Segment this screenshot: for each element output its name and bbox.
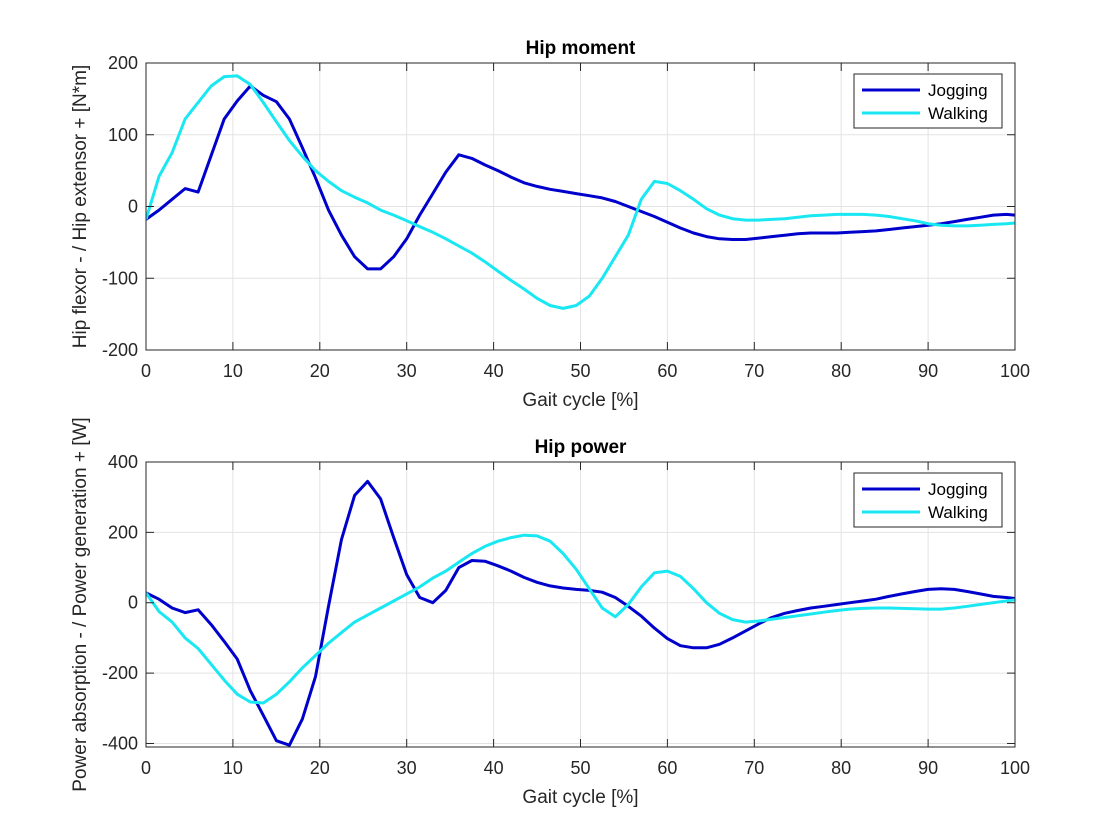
y-tick-label: -200 [102, 663, 138, 683]
x-tick-label: 20 [310, 361, 330, 381]
x-axis-label: Gait cycle [%] [522, 390, 638, 411]
x-tick-label: 70 [744, 361, 764, 381]
y-axis-label: Power absorption - / Power generation + … [70, 417, 91, 791]
y-tick-label: -100 [102, 268, 138, 288]
x-axis-label: Gait cycle [%] [522, 787, 638, 808]
x-tick-label: 20 [310, 758, 330, 778]
legend-label-jogging: Jogging [928, 480, 988, 499]
y-tick-label: 0 [128, 197, 138, 217]
panel-2: 0 10 20 30 40 50 60 70 80 90 100 -400 -200 0 200 400 Hip… [70, 417, 1030, 808]
x-tick-label: 80 [831, 361, 851, 381]
x-tick-label: 10 [223, 361, 243, 381]
x-tick-label: 90 [918, 361, 938, 381]
y-tick-label: -200 [102, 340, 138, 360]
legend: Jogging Walking [853, 472, 1003, 528]
x-tick-label: 80 [831, 758, 851, 778]
x-tick-label: 30 [397, 758, 417, 778]
legend-label-jogging: Jogging [928, 81, 988, 100]
series-line-jogging [146, 84, 1015, 271]
series-line-jogging [146, 479, 1015, 747]
x-tick-label: 100 [1000, 758, 1030, 778]
chart-title: Hip moment [526, 38, 636, 59]
x-tick-label: 40 [484, 361, 504, 381]
panel-1: 0 10 20 30 40 50 60 70 80 90 100 -200 -100 0 100 200 Hip… [70, 38, 1030, 411]
x-tick-label: 100 [1000, 361, 1030, 381]
x-tick-label: 60 [657, 758, 677, 778]
y-tick-label: 200 [108, 53, 138, 73]
x-tick-label: 90 [918, 758, 938, 778]
legend-label-walking: Walking [928, 503, 988, 522]
series-line-walking [146, 74, 1015, 310]
x-tick-label: 70 [744, 758, 764, 778]
x-tick-label: 10 [223, 758, 243, 778]
x-tick-label: 40 [484, 758, 504, 778]
x-tick-label: 0 [141, 758, 151, 778]
legend-label-walking: Walking [928, 104, 988, 123]
x-tick-label: 60 [657, 361, 677, 381]
y-tick-label: 0 [128, 593, 138, 613]
y-tick-label: 400 [108, 452, 138, 472]
y-axis-label: Hip flexor - / Hip extensor + [N*m] [70, 65, 91, 349]
x-tick-label: 50 [570, 758, 590, 778]
chart-title: Hip power [535, 437, 627, 458]
y-tick-label: 100 [108, 125, 138, 145]
x-tick-label: 30 [397, 361, 417, 381]
y-tick-label: 200 [108, 522, 138, 542]
x-tick-label: 0 [141, 361, 151, 381]
legend: Jogging Walking [853, 73, 1003, 129]
series-line-walking [146, 533, 1015, 705]
legend-box [853, 472, 1003, 528]
y-tick-label: -400 [102, 733, 138, 753]
legend-box [853, 73, 1003, 129]
x-tick-label: 50 [570, 361, 590, 381]
